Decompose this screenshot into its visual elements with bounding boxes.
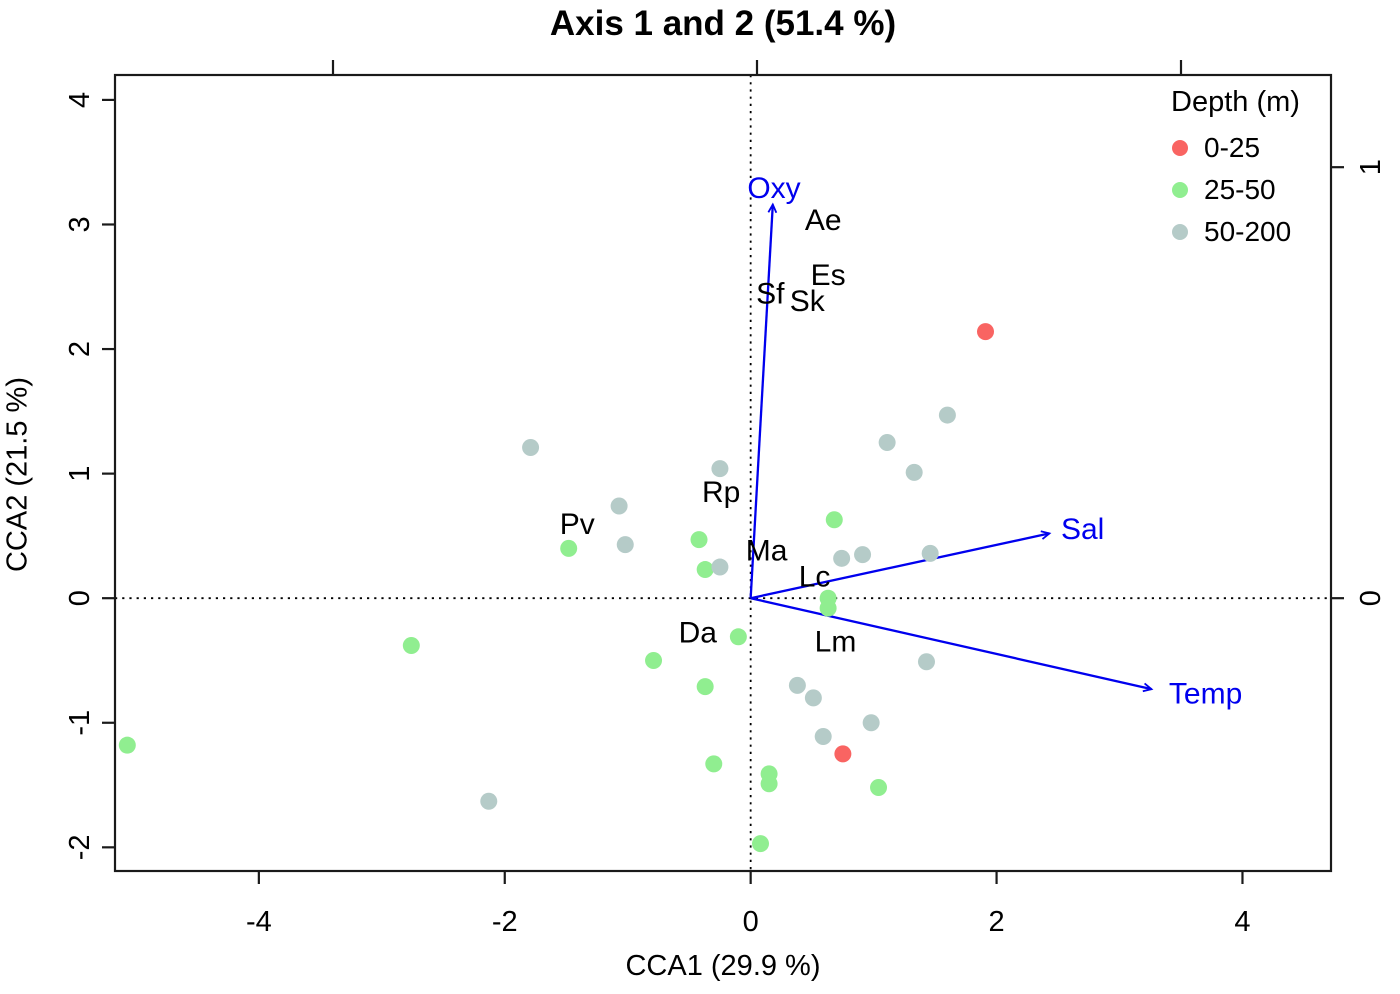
legend-item: 25-50 bbox=[1148, 169, 1323, 211]
right-secondary-tick-label: 0 bbox=[1355, 590, 1387, 606]
env-arrow-label-oxy: Oxy bbox=[747, 172, 800, 205]
data-point-0-25 bbox=[977, 323, 995, 341]
data-point-25-50 bbox=[560, 539, 578, 557]
y-tick-label: 2 bbox=[64, 341, 96, 357]
species-label-pv: Pv bbox=[560, 508, 595, 541]
species-label-rp: Rp bbox=[702, 476, 740, 509]
species-label-da: Da bbox=[679, 617, 718, 650]
legend-items: 0-25 25-50 50-200 bbox=[1148, 127, 1323, 253]
data-point-25-50 bbox=[402, 637, 420, 655]
env-arrow-label-sal: Sal bbox=[1061, 513, 1104, 546]
data-point-50-200 bbox=[522, 438, 540, 456]
data-point-25-50 bbox=[705, 755, 723, 773]
species-label-es: Es bbox=[811, 259, 846, 292]
data-point-25-50 bbox=[729, 628, 747, 646]
y-tick-label: 1 bbox=[64, 466, 96, 482]
data-point-25-50 bbox=[690, 531, 708, 549]
x-tick-label: 2 bbox=[988, 906, 1004, 938]
x-axis-label: CCA1 (29.9 %) bbox=[625, 950, 821, 982]
legend-label: 50-200 bbox=[1204, 216, 1292, 247]
legend-swatch bbox=[1172, 182, 1188, 198]
data-point-25-50 bbox=[825, 511, 843, 529]
data-point-25-50 bbox=[118, 736, 136, 754]
species-label-sk: Sk bbox=[790, 285, 826, 318]
legend-label: 25-50 bbox=[1204, 174, 1276, 205]
y-tick-label: 3 bbox=[64, 216, 96, 232]
plot-title: Axis 1 and 2 (51.4 %) bbox=[549, 4, 897, 43]
env-arrow-oxy bbox=[749, 202, 778, 599]
data-point-25-50 bbox=[696, 561, 714, 579]
legend-item: 50-200 bbox=[1148, 211, 1323, 253]
y-tick-label: 4 bbox=[64, 92, 96, 108]
y-axis-label: CCA2 (21.5 %) bbox=[1, 377, 34, 573]
data-point-50-200 bbox=[833, 549, 851, 567]
data-point-50-200 bbox=[711, 460, 729, 478]
species-label-ma: Ma bbox=[746, 534, 788, 567]
data-point-50-200 bbox=[938, 406, 956, 424]
legend-swatch bbox=[1172, 140, 1188, 156]
data-point-25-50 bbox=[819, 599, 837, 617]
data-point-50-200 bbox=[610, 497, 628, 515]
legend-label: 0-25 bbox=[1204, 132, 1261, 163]
legend-item: 0-25 bbox=[1148, 127, 1323, 169]
species-label-sf: Sf bbox=[756, 278, 785, 311]
data-point-50-200 bbox=[905, 463, 923, 481]
data-point-50-200 bbox=[917, 653, 935, 671]
species-label-lm: Lm bbox=[815, 625, 857, 658]
species-label-lc: Lc bbox=[799, 561, 831, 594]
data-point-25-50 bbox=[645, 651, 663, 669]
data-point-50-200 bbox=[711, 558, 729, 576]
x-tick-label: -4 bbox=[246, 906, 272, 938]
legend-swatch bbox=[1172, 224, 1188, 240]
x-tick-label: -2 bbox=[492, 906, 518, 938]
env-arrow-label-temp: Temp bbox=[1169, 678, 1242, 711]
data-point-50-200 bbox=[788, 676, 806, 694]
legend-title: Depth (m) bbox=[1171, 86, 1300, 118]
data-point-50-200 bbox=[804, 689, 822, 707]
data-point-0-25 bbox=[834, 745, 852, 763]
data-point-50-200 bbox=[814, 727, 832, 745]
env-arrow-temp bbox=[750, 597, 1154, 693]
data-point-50-200 bbox=[921, 544, 939, 562]
data-point-25-50 bbox=[870, 779, 888, 797]
data-point-25-50 bbox=[696, 678, 714, 696]
y-tick-label: -2 bbox=[64, 834, 96, 860]
y-tick-label: 0 bbox=[64, 590, 96, 606]
x-tick-label: 4 bbox=[1234, 906, 1250, 938]
data-point-50-200 bbox=[616, 536, 634, 554]
data-point-50-200 bbox=[862, 714, 880, 732]
data-point-50-200 bbox=[878, 433, 896, 451]
legend: Depth (m) 0-25 25-50 50-200 bbox=[1148, 86, 1323, 253]
data-point-25-50 bbox=[760, 775, 778, 793]
y-tick-label: -1 bbox=[64, 710, 96, 736]
data-point-50-200 bbox=[480, 792, 498, 810]
x-tick-label: 0 bbox=[743, 906, 759, 938]
species-label-ae: Ae bbox=[805, 204, 842, 237]
data-point-50-200 bbox=[854, 546, 872, 564]
data-point-25-50 bbox=[752, 835, 770, 853]
env-arrow-sal bbox=[750, 530, 1052, 600]
right-secondary-tick-label: 1 bbox=[1355, 159, 1387, 175]
